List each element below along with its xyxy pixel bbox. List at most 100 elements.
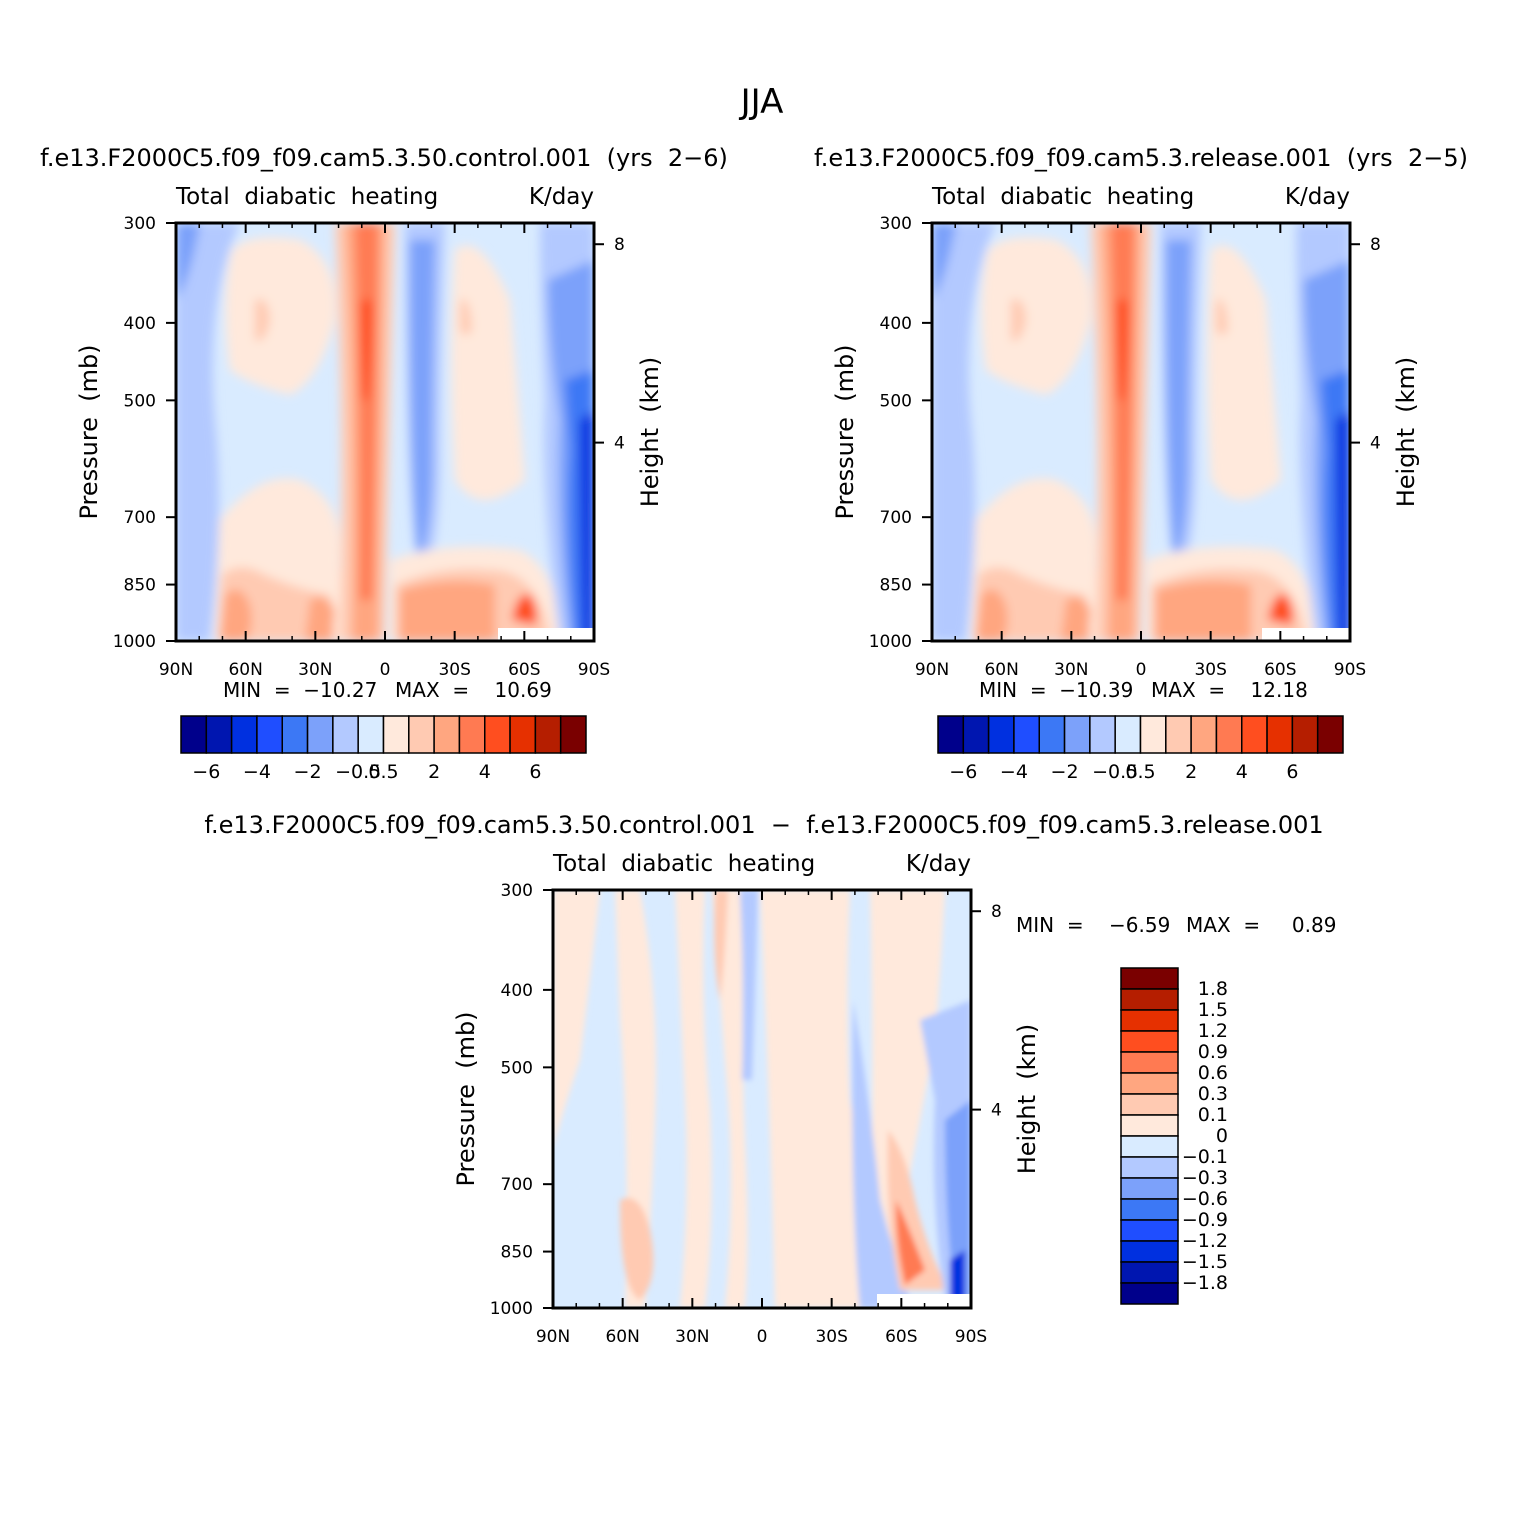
panel-control-colorbar-box [256,715,283,754]
panel-release-colorbar-label: 2 [1185,761,1197,783]
panel-difference-colorbar-box [1120,1282,1179,1305]
panel-release-y-tick-label: 500 [880,391,912,411]
panel-control-colorbar-label: 2 [428,761,440,783]
panel-control-colorbar-label: −4 [243,761,271,783]
figure-title: JJA [739,82,784,122]
panel-difference-y-tick-label: 500 [501,1058,533,1078]
panel-difference-colorbar-label: −0.9 [1182,1209,1228,1231]
panel-control-colorbar-label: 4 [479,761,491,783]
panel-control-colorbar-label: −2 [294,761,322,783]
panel-control-colorbar-box [230,715,258,754]
panel-control-variable-label: Total diabatic heating [175,184,438,210]
panel-control-units-label: K/day [529,184,594,210]
panel-difference-x-tick-label: 60N [605,1327,639,1347]
panel-release-variable-label: Total diabatic heating [931,184,1194,210]
panel-control-x-tick-label: 60S [508,660,540,680]
panel-difference-colorbar-label: −0.3 [1182,1167,1228,1189]
panel-control-colorbar-box [433,715,461,754]
panel-difference-units-label: K/day [906,851,971,877]
panel-difference-colorbar-box [1120,1114,1179,1137]
panel-difference-height-tick-label: 4 [991,1101,1002,1121]
panel-difference-y-tick-label: 850 [501,1243,533,1263]
panel-difference-variable-label: Total diabatic heating [552,851,815,877]
panel-difference-colorbar-box [1120,1135,1179,1158]
panel-release-x-tick-label: 90N [915,660,949,680]
panel-difference-colorbar-label: −0.6 [1182,1188,1228,1210]
panel-difference-colorbar-box [1120,967,1179,990]
panel-difference-max-label: MAX = 0.89 [1186,913,1336,937]
panel-release-colorbar-box [1114,715,1142,754]
panel-difference-x-tick-label: 90N [536,1327,570,1347]
panel-difference: f.e13.F2000C5.f09_f09.cam5.3.50.control.… [204,811,1336,1347]
panel-difference-colorbar-label: 0.3 [1198,1083,1228,1105]
panel-release-contour-field [932,223,1350,641]
panel-difference-case-title: f.e13.F2000C5.f09_f09.cam5.3.50.control.… [204,811,1323,839]
panel-control-colorbar-box [408,715,435,754]
panel-release-height-tick-label: 4 [1370,434,1381,454]
panel-difference-colorbar-label: 0 [1216,1125,1228,1147]
panel-difference-colorbar-label: −1.2 [1182,1230,1228,1252]
panel-release-colorbar-box [987,715,1015,754]
panel-control-colorbar-label: 6 [529,761,541,783]
panel-control-case-title: f.e13.F2000C5.f09_f09.cam5.3.50.control.… [40,144,728,172]
panel-release-colorbar-box [1063,715,1091,754]
panel-release-max-label: MAX = 12.18 [1151,678,1308,702]
panel-control-colorbar-box [382,715,410,754]
panel-difference-colorbar-box [1120,988,1179,1011]
panel-control-colorbar-box [306,715,334,754]
panel-release-y-tick-label: 300 [880,214,912,234]
panel-difference-colorbar-label: 0.1 [1198,1104,1228,1126]
panel-control-y-tick-label: 850 [124,576,156,596]
panel-difference-x-tick-label: 30S [815,1327,847,1347]
panel-difference-colorbar-box [1120,1093,1179,1116]
panel-control-ylabel-height: Height (km) [636,357,664,508]
panel-difference-ylabel: Pressure (mb) [452,1011,480,1186]
panel-control-colorbar-box [559,715,587,754]
panel-release-x-tick-label: 60S [1264,660,1296,680]
panel-release-colorbar-box [1013,715,1040,754]
panel-release-units-label: K/day [1285,184,1350,210]
panel-control-min-label: MIN = −10.27 [223,678,377,702]
panel-release-colorbar-label: −4 [1000,761,1028,783]
panel-difference-colorbar-box [1120,1198,1179,1221]
panel-difference-colorbar-label: 0.9 [1198,1041,1228,1063]
panel-control-y-tick-label: 700 [124,508,156,528]
panel-release-colorbar-box [1291,715,1319,754]
panel-control-colorbar-box [484,715,511,754]
panel-release-colorbar-box [962,715,990,754]
panel-difference-colorbar-box [1120,1030,1179,1053]
panel-difference-colorbar-box [1120,1261,1179,1284]
panel-control-colorbar-box [332,715,359,754]
panel-control-y-tick-label: 500 [124,391,156,411]
panel-control-colorbar-box [458,715,486,754]
panel-difference-colorbar-box [1120,1219,1179,1242]
panel-control-x-tick-label: 30N [298,660,332,680]
panel-control-colorbar-box [357,715,385,754]
panel-difference-colorbar-label: 0.6 [1198,1062,1228,1084]
panel-control-colorbar-box [180,715,208,754]
panel-control-x-tick-label: 0 [380,660,391,680]
panel-control-colorbar-box [205,715,233,754]
panel-release-colorbar-box [1089,715,1116,754]
panel-difference-y-tick-label: 1000 [490,1299,533,1319]
panel-release-ylabel: Pressure (mb) [831,344,859,519]
panel-difference-colorbar-box [1120,1051,1179,1074]
panel-difference-colorbar-box [1120,1177,1179,1200]
panel-difference-x-tick-label: 30N [675,1327,709,1347]
panel-difference-colorbar-box [1120,1156,1179,1179]
panel-difference-ylabel-height: Height (km) [1013,1024,1041,1175]
panel-control-height-tick-label: 8 [614,235,625,255]
panel-control-height-tick-label: 4 [614,434,625,454]
panel-release-y-tick-label: 400 [880,314,912,334]
panel-control-x-tick-label: 90S [578,660,610,680]
panel-difference-y-tick-label: 300 [501,881,533,901]
panel-release-colorbar-box [1139,715,1167,754]
panel-release-colorbar-label: 6 [1286,761,1298,783]
panel-difference-x-tick-label: 0 [757,1327,768,1347]
panel-control-y-tick-label: 300 [124,214,156,234]
panel-control-colorbar-box [281,715,309,754]
panel-release: f.e13.F2000C5.f09_f09.cam5.3.release.001… [814,144,1468,783]
panel-control-max-label: MAX = 10.69 [395,678,552,702]
panel-release-y-tick-label: 700 [880,508,912,528]
